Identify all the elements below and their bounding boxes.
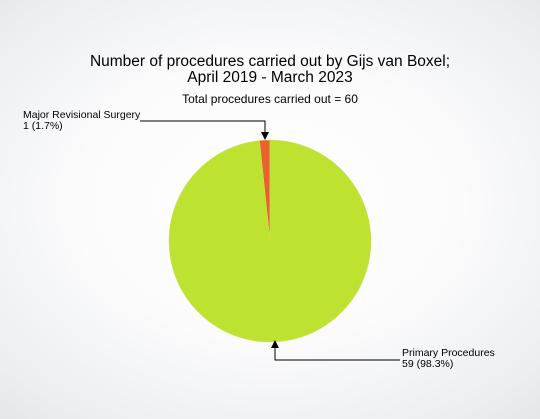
chart-title-line-2: April 2019 - March 2023 — [187, 69, 352, 86]
callout-arrow-primary — [271, 340, 279, 348]
slice-label-primary: Primary Procedures — [402, 347, 495, 359]
slice-value-primary: 59 (98.3%) — [402, 358, 453, 370]
pie-slices — [168, 139, 372, 343]
callout-line-major — [140, 120, 266, 138]
slice-label-major: Major Revisional Surgery — [23, 109, 141, 121]
pie-slice-primary — [168, 139, 372, 343]
chart-subtitle: Total procedures carried out = 60 — [182, 92, 358, 106]
callout-primary: Primary Procedures 59 (98.3%) — [271, 340, 495, 370]
chart-title-line-1: Number of procedures carried out by Gijs… — [90, 53, 450, 70]
callout-major-revisional: Major Revisional Surgery 1 (1.7%) — [23, 109, 269, 140]
callout-arrow-major — [261, 132, 269, 140]
slice-value-major: 1 (1.7%) — [23, 120, 63, 132]
callout-line-primary — [274, 342, 400, 361]
